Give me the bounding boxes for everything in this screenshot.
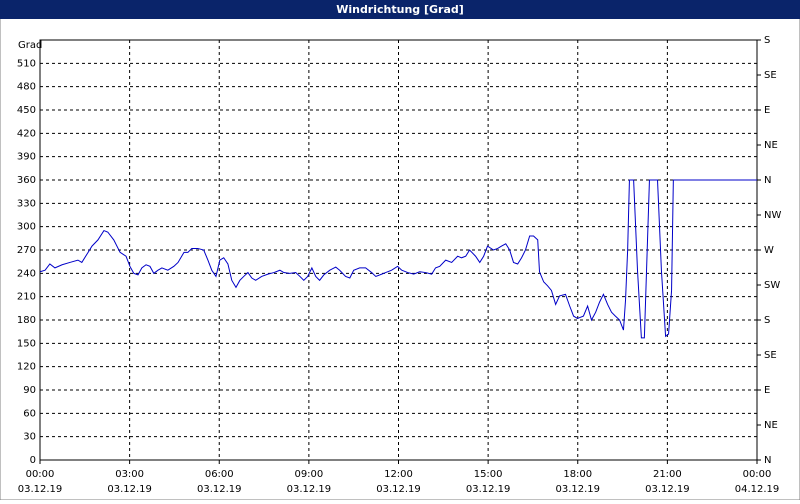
y-tick-label: 0 [30,455,36,466]
y-tick-label: 30 [23,432,36,443]
y2-tick-label: SE [764,350,777,361]
y-tick-label: 150 [17,338,36,349]
y-tick-label: 450 [17,105,36,116]
y2-tick-label: NW [764,210,781,221]
y-tick-label: 330 [17,198,36,209]
x-tick-label: 00:00 03.12.19 [18,469,63,495]
y-tick-label: 480 [17,82,36,93]
x-tick-label: 03:00 03.12.19 [107,469,152,495]
y2-tick-label: NE [764,420,778,431]
y2-tick-label: NE [764,140,778,151]
data-line [39,179,757,339]
y2-tick-label: N [764,455,771,466]
y-tick-label: 120 [17,362,36,373]
y2-tick-label: E [764,385,770,396]
y-tick-label: 60 [23,408,36,419]
x-tick-label: 00:00 04.12.19 [735,469,780,495]
x-tick-label: 12:00 03.12.19 [376,469,421,495]
x-tick-label: 06:00 03.12.19 [197,469,242,495]
title-bar [0,0,800,19]
y2-tick-label: N [764,175,771,186]
y2-tick-label: S [764,315,770,326]
y2-tick-label: E [764,105,770,116]
x-tick-label: 18:00 03.12.19 [555,469,600,495]
y-tick-label: 300 [17,222,36,233]
y2-tick-label: W [764,245,774,256]
y-tick-label: 360 [17,175,36,186]
y-axis-label: Grad [18,40,42,51]
y-tick-label: 270 [17,245,36,256]
y-tick-label: 90 [23,385,36,396]
y-tick-label: 390 [17,152,36,163]
y-tick-label: 510 [17,58,36,69]
y-tick-label: 240 [17,268,36,279]
x-tick-label: 15:00 03.12.19 [466,469,511,495]
y-tick-label: 180 [17,315,36,326]
x-tick-label: 09:00 03.12.19 [287,469,332,495]
y-tick-label: 210 [17,292,36,303]
y2-tick-label: SW [764,280,780,291]
chart-title: Windrichtung [Grad] [336,3,464,16]
y-tick-label: 420 [17,128,36,139]
y2-tick-label: S [764,35,770,46]
y2-tick-label: SE [764,70,777,81]
x-tick-label: 21:00 03.12.19 [645,469,690,495]
